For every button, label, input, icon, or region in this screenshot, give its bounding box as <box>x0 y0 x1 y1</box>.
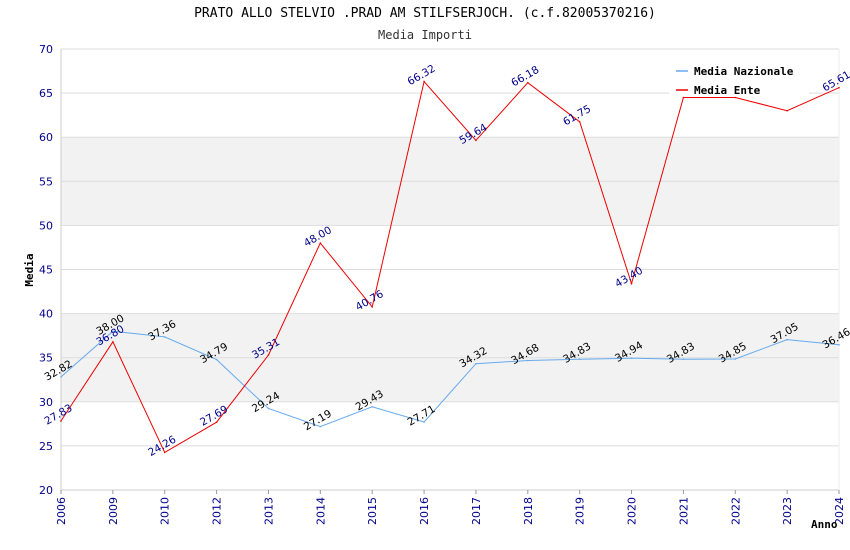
x-tick-label: 2015 <box>366 497 379 525</box>
y-tick-labels: 20 25 30 35 40 45 50 55 60 65 70 <box>39 43 53 497</box>
data-point <box>786 338 788 341</box>
data-point <box>267 354 270 356</box>
plot-band <box>61 181 839 226</box>
series-line-media-nazionale <box>60 330 840 428</box>
x-tick-label: 2020 <box>626 497 639 525</box>
x-tick-label: 2017 <box>470 497 483 525</box>
plot-band <box>61 137 839 182</box>
y-tick-label: 55 <box>39 175 53 188</box>
y-tick-label: 25 <box>39 440 53 453</box>
data-point <box>267 407 270 410</box>
chart-title: PRATO ALLO STELVIO .PRAD AM STILFSERJOCH… <box>194 6 656 21</box>
x-tick-label: 2021 <box>677 497 690 525</box>
x-tick-label: 2006 <box>55 497 68 525</box>
plot-band <box>61 313 839 358</box>
data-point <box>475 362 477 365</box>
data-point <box>527 359 529 362</box>
x-tick-label: 2012 <box>211 497 224 525</box>
x-tick-label: 2022 <box>729 497 742 525</box>
y-tick-label: 60 <box>39 131 53 144</box>
data-point <box>734 358 737 360</box>
y-tick-label: 50 <box>39 219 53 232</box>
x-tick-label: 2016 <box>418 497 431 525</box>
data-label: 27.19 <box>302 408 334 433</box>
data-point <box>630 282 633 285</box>
x-tick-label: 2009 <box>107 497 120 525</box>
x-tick-label: 2019 <box>574 497 587 525</box>
gridlines <box>61 48 839 491</box>
data-point <box>215 421 218 423</box>
data-point <box>682 358 685 360</box>
legend-box <box>669 59 809 95</box>
legend: Media Nazionale Media Ente <box>669 59 809 97</box>
data-point <box>786 109 788 112</box>
data-point <box>578 358 581 360</box>
y-tick-label: 45 <box>39 264 53 277</box>
x-tick-label: 2018 <box>522 497 535 525</box>
data-label: 61.75 <box>561 103 593 128</box>
data-point <box>215 358 218 361</box>
data-point <box>112 341 114 343</box>
data-point <box>838 344 840 346</box>
data-label: 40.76 <box>354 288 386 314</box>
data-point <box>475 139 477 142</box>
data-point <box>423 80 425 83</box>
data-label: 65.61 <box>821 69 850 94</box>
data-point <box>423 421 425 423</box>
data-label: 48.00 <box>302 224 334 249</box>
data-point <box>319 242 322 244</box>
data-point <box>630 357 633 360</box>
x-tick-label: 2024 <box>833 497 846 525</box>
chart-subtitle: Media Importi <box>378 28 472 42</box>
data-point <box>734 96 737 99</box>
x-tick-label: 2010 <box>159 497 172 525</box>
data-point <box>60 376 62 378</box>
data-label: 43.40 <box>613 265 645 290</box>
plot-band <box>61 357 839 402</box>
x-tick-label: 2023 <box>781 497 794 525</box>
y-axis-title: Media <box>23 253 36 286</box>
data-point <box>112 330 114 333</box>
data-label: 24.26 <box>146 433 178 459</box>
y-tick-label: 30 <box>39 396 53 409</box>
data-point <box>371 306 374 308</box>
x-tick-labels: 2006 2009 2010 2012 2013 2014 2015 2016 2017 2018… <box>55 490 846 525</box>
x-tick-label: 2013 <box>262 497 275 525</box>
series-line-media-ente <box>60 80 840 454</box>
data-label: 27.71 <box>406 403 438 428</box>
data-point <box>578 120 581 123</box>
y-tick-label: 40 <box>39 308 53 321</box>
plot-background <box>61 137 839 402</box>
x-axis-title: Anno <box>811 518 838 531</box>
data-label: 27.69 <box>198 403 230 428</box>
legend-label-media-ente: Media Ente <box>694 84 761 97</box>
data-point <box>371 406 374 408</box>
y-tick-label: 20 <box>39 484 53 497</box>
data-point <box>527 81 529 84</box>
data-point <box>163 336 166 338</box>
legend-label-media-nazionale: Media Nazionale <box>694 65 794 78</box>
x-tick-label: 2014 <box>314 497 327 525</box>
y-tick-label: 35 <box>39 352 53 365</box>
data-point <box>838 86 840 89</box>
series-lines <box>60 80 840 454</box>
y-tick-label: 70 <box>39 43 53 56</box>
data-point <box>60 420 62 422</box>
data-point <box>319 425 322 428</box>
axes <box>60 49 840 491</box>
y-tick-label: 65 <box>39 87 53 100</box>
data-point <box>682 96 685 99</box>
data-point <box>163 451 166 454</box>
data-label: 66.32 <box>406 63 438 88</box>
